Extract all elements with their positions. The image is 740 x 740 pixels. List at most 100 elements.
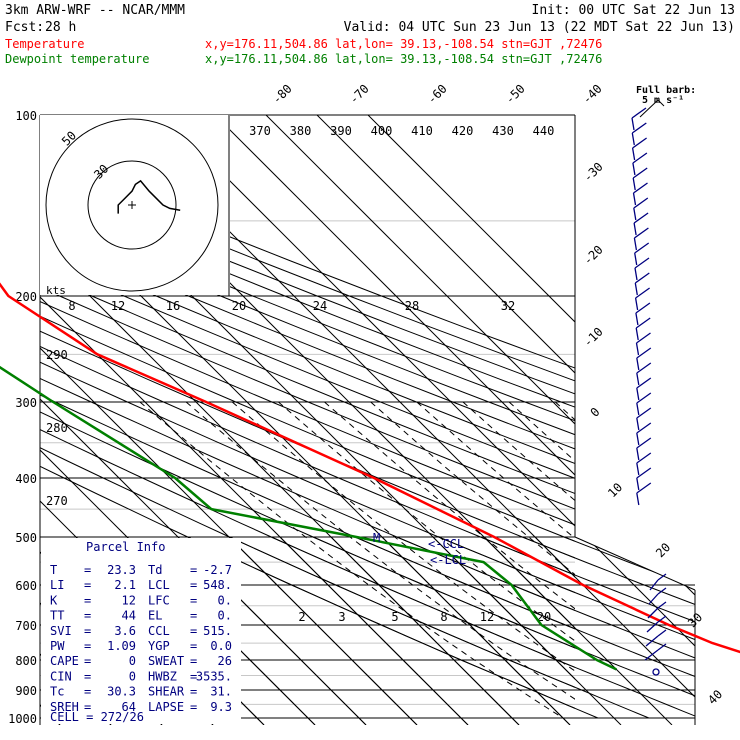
parcel-label2: LAPSE (148, 700, 184, 714)
parcel-eq2: = (190, 685, 197, 699)
theta-label: 430 (492, 124, 514, 138)
parcel-label: SREH (50, 700, 79, 714)
isotherm-line (163, 537, 695, 725)
parcel-label: T (50, 563, 57, 577)
parcel-label: SVI (50, 624, 72, 638)
wind-barb (635, 332, 651, 356)
theta-labels: 370 380 390 400 410 420 430 440 290 280 270 (46, 124, 554, 508)
isotherm-line (265, 537, 695, 725)
wind-barb (631, 137, 647, 161)
parcel-eq2: = (190, 593, 197, 607)
parcel-value2: 515. (203, 624, 232, 638)
hodograph: 50 30 kts (40, 115, 230, 297)
theta-label: 410 (411, 124, 433, 138)
parcel-eq: = (84, 654, 91, 668)
wind-barb (636, 437, 652, 461)
upper-mixing-label: 12 (111, 299, 125, 313)
parcel-label: K (50, 593, 58, 607)
upper-mixing-label: 24 (313, 299, 327, 313)
isotherm-label: -30 (581, 160, 606, 185)
isotherm-label: 10 (605, 480, 625, 500)
wind-barb (632, 182, 648, 206)
dry-adiabat (40, 207, 575, 422)
parcel-eq2: = (190, 654, 197, 668)
dry-adiabat (40, 537, 650, 719)
isotherm-line (61, 537, 673, 725)
parcel-eq: = (84, 563, 91, 577)
dry-adiabat (40, 194, 575, 408)
isotherm-line (0, 115, 9, 725)
legend-dewpoint: Dewpoint temperature (5, 52, 150, 66)
parcel-label2: SHEAR (148, 685, 185, 699)
legend-dewpoint-info: x,y=176.11,504.86 lat,lon= 39.13,-108.54… (205, 52, 602, 66)
wind-barb-lower (647, 601, 667, 619)
pressure-label: 400 (15, 472, 37, 486)
isotherm-line (367, 115, 575, 323)
parcel-label2: LFC (148, 593, 170, 607)
parcel-value: 64 (122, 700, 136, 714)
dry-adiabat (40, 286, 575, 510)
parcel-value2: 0. (218, 609, 232, 623)
wind-barb (632, 152, 648, 176)
isotherm-line (112, 537, 695, 725)
isotherm-line (40, 537, 367, 725)
isotherm-label: 30 (685, 610, 705, 630)
wind-barb (633, 212, 649, 236)
barb-key-line2: 5 m s⁻¹ (642, 95, 684, 106)
parcel-label: Tc (50, 685, 64, 699)
fcst-value: 28 h (45, 20, 76, 35)
legend-temperature-info: x,y=176.11,504.86 lat,lon= 39.13,-108.54… (205, 37, 602, 51)
parcel-value: 44 (122, 609, 136, 623)
parcel-value: 3.6 (114, 624, 136, 638)
wind-barb (635, 317, 651, 341)
pressure-label: 200 (15, 290, 37, 304)
pressure-label: 1000 (8, 712, 37, 726)
parcel-eq: = (84, 578, 91, 592)
wind-barb (634, 272, 650, 296)
series-line-dewpoint-temperature (0, 365, 617, 671)
theta-left-label: 290 (46, 348, 68, 362)
parcel-value2: 9.3 (210, 700, 232, 714)
parcel-cell: CELL = 272/26 (50, 710, 144, 724)
isotherm-line (40, 537, 520, 725)
parcel-eq: = (84, 700, 91, 714)
pressure-label: 900 (15, 684, 37, 698)
dry-adiabat (40, 537, 695, 719)
dry-adiabat (40, 170, 575, 382)
legend-temperature: Temperature (5, 37, 84, 51)
parcel-value: 2.1 (114, 578, 136, 592)
parcel-value2: 31. (210, 685, 232, 699)
mixing-ratio-label: 12 (480, 610, 494, 624)
isotherm-label: 0 (588, 405, 603, 420)
parcel-eq: = (84, 669, 91, 683)
wind-barb (634, 242, 650, 266)
parcel-info-title: Parcel Info (86, 540, 165, 554)
isotherm-label: -60 (425, 82, 450, 107)
parcel-label2: SWEAT (148, 654, 184, 668)
mixing-ratio-label: 8 (440, 610, 447, 624)
isotherm-label: 20 (653, 540, 673, 560)
wind-barb (636, 482, 652, 506)
wind-barb (635, 302, 651, 326)
parcel-eq2: = (190, 700, 197, 714)
wind-barb (636, 467, 652, 491)
moist-adiabat (508, 401, 575, 462)
moist-adiabat (370, 401, 575, 576)
dry-adiabat (40, 537, 695, 719)
parcel-label: CAPE (50, 654, 79, 668)
dry-adiabat (40, 330, 575, 559)
parcel-eq: = (84, 624, 91, 638)
wind-barb (636, 362, 652, 386)
dry-adiabat (40, 232, 575, 450)
valid-time: Valid: 04 UTC Sun 23 Jun 13 (22 MDT Sat … (344, 20, 735, 35)
dry-adiabat (40, 537, 695, 719)
parcel-label2: HWBZ (148, 669, 177, 683)
wind-barb-lower (649, 573, 667, 591)
mixing-ratio-label: 2 (298, 610, 305, 624)
theta-left-label: 280 (46, 421, 68, 435)
barb-key-icon (639, 99, 665, 118)
isotherm-line (40, 537, 469, 725)
mixing-ratio-label: 3 (338, 610, 345, 624)
barb-key-line1: Full barb: (636, 85, 696, 96)
wind-barb (633, 197, 649, 221)
